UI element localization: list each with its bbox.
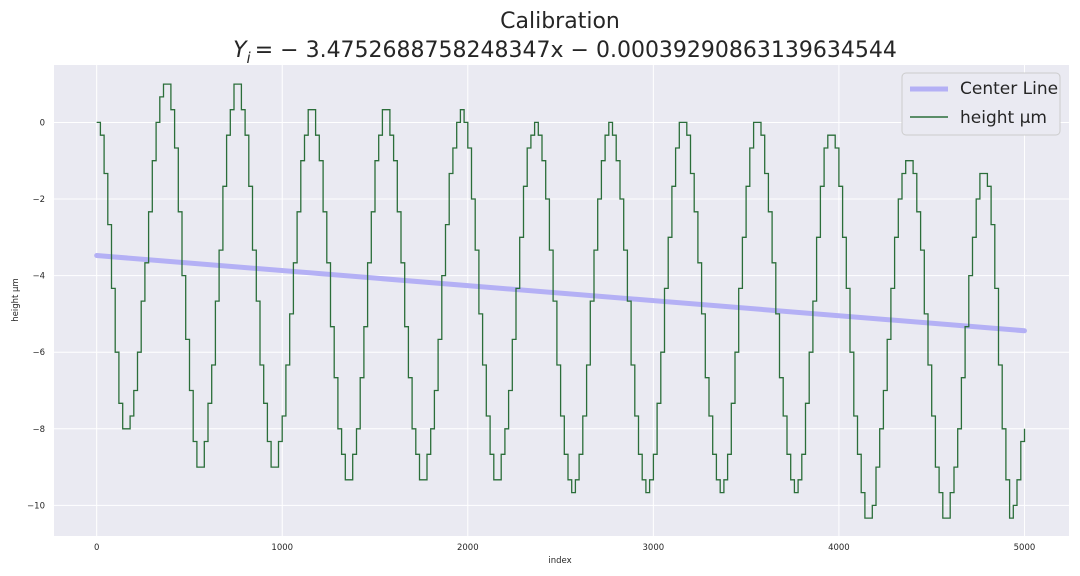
- equation-rhs: = − 3.4752688758248347x − 0.000392908631…: [255, 38, 897, 63]
- x-tick-label: 2000: [457, 543, 479, 553]
- height-series-line: [96, 83, 1026, 519]
- chart-title: Calibration: [500, 9, 620, 34]
- legend: Center Line height μm: [901, 72, 1061, 136]
- y-tick-label: −6: [32, 348, 45, 358]
- x-tick-label: 5000: [1014, 543, 1036, 553]
- tick-labels: 0 1000 2000 3000 4000 5000 0 −2 −4 −6 −8 −10: [27, 118, 1035, 553]
- y-tick-label: −4: [32, 272, 45, 282]
- y-tick-label: −10: [27, 501, 45, 511]
- series-layer: [94, 83, 1027, 519]
- chart-subtitle-equation: Yi = − 3.4752688758248347x − 0.0003929086…: [233, 38, 897, 67]
- equation-lhs-subscript: i: [247, 49, 252, 67]
- legend-label-center-line: Center Line: [960, 79, 1058, 99]
- x-tick-label: 3000: [643, 543, 665, 553]
- legend-label-height: height μm: [960, 108, 1047, 128]
- x-axis-label: index: [548, 556, 571, 566]
- x-tick-label: 4000: [828, 543, 850, 553]
- equation-lhs-base: Y: [233, 38, 248, 63]
- y-axis-label: height μm: [11, 278, 21, 321]
- y-tick-label: −8: [32, 425, 45, 435]
- center-line: [94, 253, 1027, 334]
- x-tick-label: 1000: [271, 543, 293, 553]
- y-tick-label: 0: [40, 118, 45, 128]
- x-tick-label: 0: [94, 543, 99, 553]
- plot-area: [54, 65, 1069, 536]
- y-tick-label: −2: [32, 195, 45, 205]
